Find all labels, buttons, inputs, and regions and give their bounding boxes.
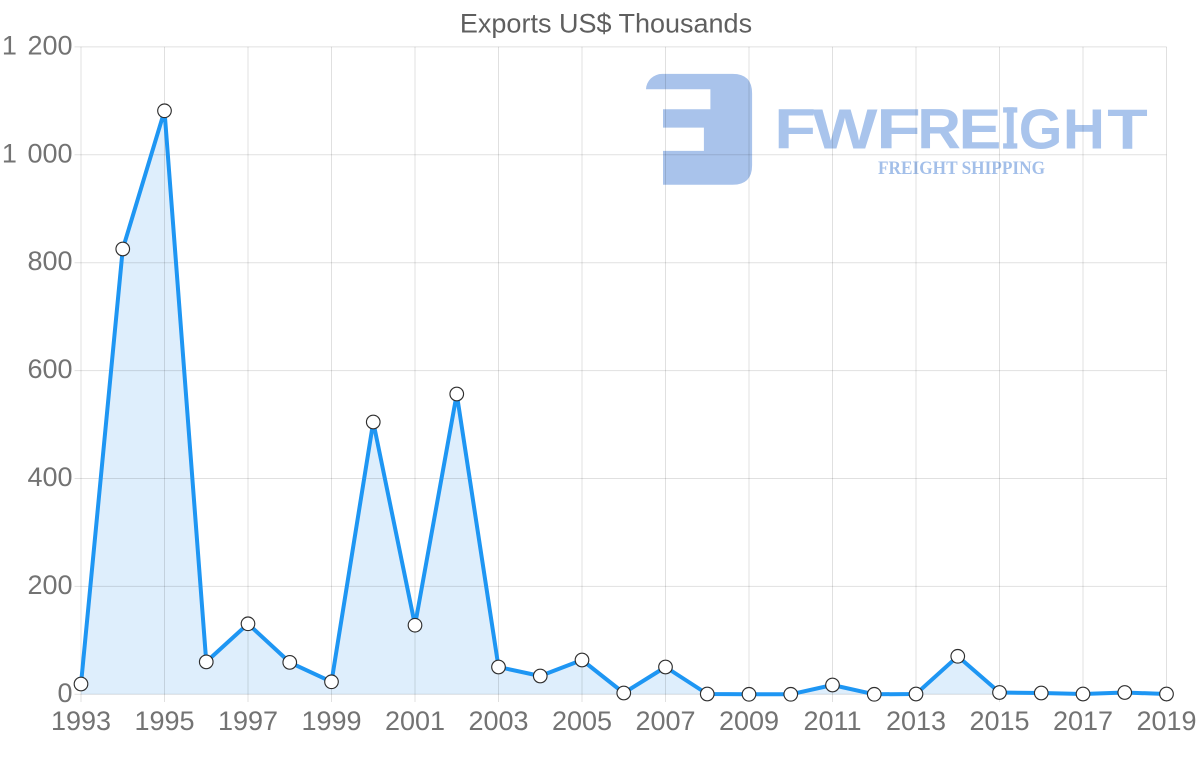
svg-text:600: 600 <box>27 354 72 384</box>
svg-text:E: E <box>959 98 1002 162</box>
svg-text:R: R <box>917 98 961 162</box>
svg-text:F: F <box>774 98 816 162</box>
svg-text:1 200: 1 200 <box>2 30 73 60</box>
svg-text:1 000: 1 000 <box>2 138 73 168</box>
svg-text:2013: 2013 <box>886 706 946 736</box>
svg-text:0: 0 <box>57 678 72 708</box>
svg-text:G: G <box>1019 98 1063 162</box>
svg-text:2007: 2007 <box>635 706 695 736</box>
svg-text:2001: 2001 <box>385 706 445 736</box>
svg-text:H: H <box>1063 98 1105 162</box>
svg-text:1999: 1999 <box>301 706 361 736</box>
svg-text:1995: 1995 <box>134 706 194 736</box>
svg-text:W: W <box>812 98 878 162</box>
svg-text:200: 200 <box>27 570 72 600</box>
svg-text:2015: 2015 <box>969 706 1029 736</box>
svg-text:1997: 1997 <box>218 706 278 736</box>
svg-text:F: F <box>876 98 921 162</box>
svg-text:2017: 2017 <box>1053 706 1113 736</box>
svg-text:T: T <box>1107 98 1148 162</box>
svg-text:Exports US$ Thousands: Exports US$ Thousands <box>460 9 752 39</box>
svg-text:2003: 2003 <box>468 706 528 736</box>
svg-text:2019: 2019 <box>1136 706 1196 736</box>
svg-text:1993: 1993 <box>51 706 111 736</box>
svg-text:2005: 2005 <box>552 706 612 736</box>
svg-text:400: 400 <box>27 462 72 492</box>
svg-text:2011: 2011 <box>803 706 861 736</box>
svg-text:2009: 2009 <box>719 706 779 736</box>
svg-text:FREIGHT SHIPPING: FREIGHT SHIPPING <box>878 158 1045 179</box>
svg-text:800: 800 <box>27 246 72 276</box>
